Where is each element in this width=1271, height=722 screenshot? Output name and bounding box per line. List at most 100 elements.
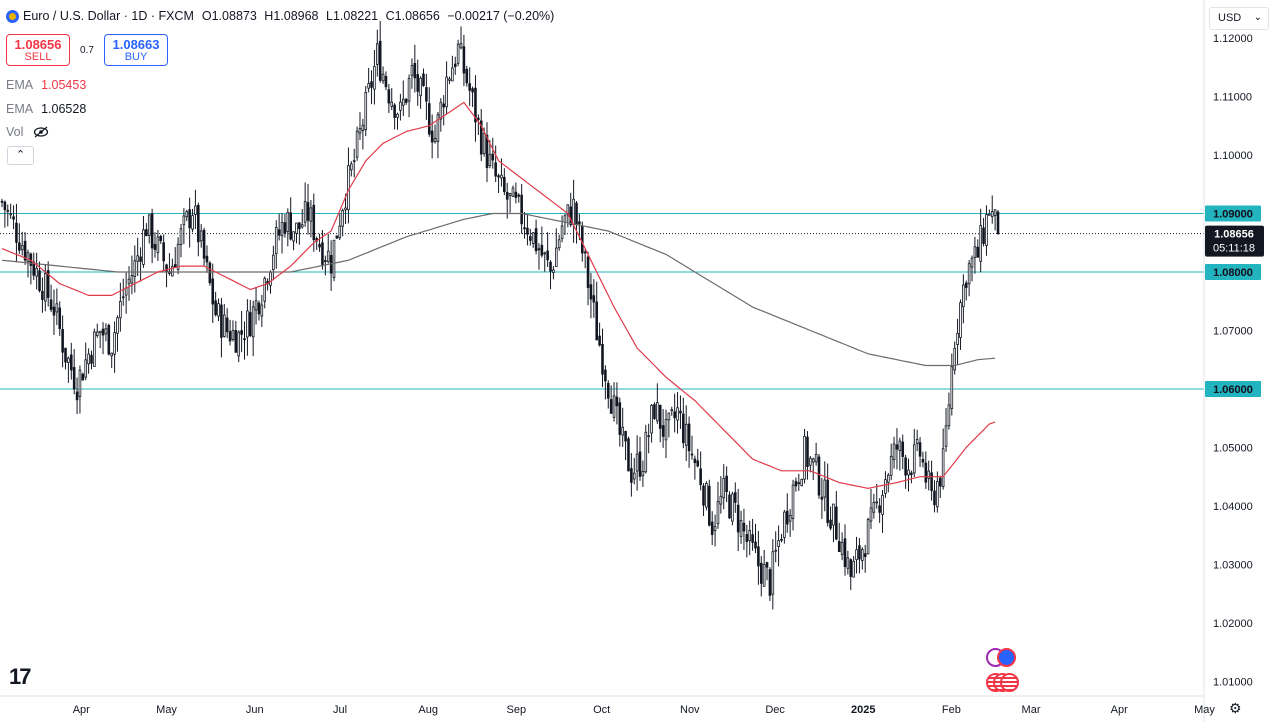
candle-up (985, 214, 988, 246)
candle-up (269, 271, 272, 286)
candle-down (693, 458, 697, 464)
candle-down (794, 481, 798, 487)
candle-down (430, 130, 434, 143)
tradingview-logo-icon[interactable]: 17 (9, 664, 32, 689)
candle-up (543, 252, 547, 255)
candle-up (722, 478, 726, 499)
candle-down (696, 460, 700, 467)
candle-down (733, 492, 737, 503)
candle-down (101, 328, 105, 336)
candle-up (176, 243, 180, 270)
candle-up (199, 230, 203, 242)
candle-up (246, 310, 249, 338)
candle-up (459, 42, 463, 49)
x-tick-label: Aug (418, 704, 438, 716)
candle-down (494, 162, 497, 177)
sell-button[interactable]: 1.08656 SELL (6, 34, 70, 66)
indicator-ema-fast[interactable]: EMA 1.05453 (6, 78, 86, 92)
candle-down (630, 468, 633, 483)
candle-up (684, 423, 688, 446)
settings-gear-icon[interactable]: ⚙ (1229, 700, 1242, 716)
candle-up (358, 128, 362, 134)
indicator-ema-slow[interactable]: EMA 1.06528 (6, 102, 86, 116)
candle-up (621, 426, 624, 436)
eu-flag-icon[interactable] (997, 648, 1016, 667)
candle-down (18, 242, 21, 251)
candle-up (762, 564, 766, 587)
candle-down (797, 482, 801, 485)
candle-down (837, 541, 841, 553)
candle-down (829, 519, 832, 529)
candle-up (44, 273, 47, 302)
candle-up (78, 369, 82, 397)
y-tick-label: 1.11000 (1213, 92, 1252, 104)
candle-down (910, 472, 913, 476)
candle-up (185, 211, 189, 218)
candle-down (745, 534, 749, 542)
buy-button[interactable]: 1.08663 BUY (104, 34, 168, 66)
candle-up (303, 201, 307, 223)
candle-down (145, 229, 148, 237)
symbol-title[interactable]: Euro / U.S. Dollar · 1D · FXCM (23, 9, 194, 23)
candle-up (251, 306, 255, 338)
indicator-volume[interactable]: Vol (6, 125, 49, 139)
candle-down (858, 545, 861, 560)
candle-down (586, 256, 590, 288)
ema-fast-line (1, 101, 996, 490)
candle-down (615, 396, 619, 407)
candle-down (604, 369, 607, 382)
candle-up (823, 479, 827, 498)
candle-up (771, 551, 775, 595)
candle-up (774, 549, 777, 552)
candle-down (162, 242, 165, 262)
candle-up (439, 101, 443, 120)
candle-up (194, 205, 197, 215)
candle-up (237, 331, 241, 357)
candle-up (20, 245, 24, 251)
candle-up (832, 503, 835, 526)
candle-up (881, 494, 884, 515)
level-price-tag (1205, 205, 1261, 222)
candle-down (933, 490, 936, 506)
ema-slow-line (1, 212, 996, 367)
candle-up (95, 331, 99, 336)
candle-down (15, 222, 18, 243)
chevron-down-icon: ⌄ (1253, 12, 1262, 23)
candle-up (500, 174, 503, 179)
currency-select[interactable]: USD ⌄ (1209, 7, 1269, 30)
eye-hidden-icon[interactable] (33, 126, 49, 138)
chevron-up-icon: ⌃ (15, 149, 26, 161)
candle-down (514, 191, 518, 198)
candle-up (641, 471, 645, 477)
candle-down (540, 244, 544, 256)
us-flag-icon[interactable] (1000, 673, 1019, 692)
candle-up (884, 479, 887, 494)
candle-up (866, 519, 870, 555)
x-tick-label: Nov (680, 704, 700, 716)
candle-up (396, 113, 399, 118)
candle-down (64, 347, 67, 363)
candle-up (889, 455, 893, 476)
candle-down (520, 194, 523, 225)
candle-up (448, 78, 451, 81)
moving-averages (1, 101, 996, 490)
candle-up (35, 267, 38, 277)
candle-down (465, 68, 469, 84)
candle-up (959, 302, 962, 338)
candle-up (555, 247, 558, 267)
candle-up (647, 435, 650, 438)
candle-up (713, 526, 717, 532)
candle-up (511, 187, 515, 197)
symbol-legend[interactable]: Euro / U.S. Dollar · 1D · FXCM O1.08873 … (6, 9, 554, 23)
candle-up (309, 207, 313, 222)
candle-down (710, 521, 714, 535)
x-tick-label: Mar (1022, 704, 1041, 716)
candle-down (569, 206, 573, 226)
candle-down (534, 228, 538, 252)
collapse-legend-button[interactable]: ⌃ (7, 146, 34, 165)
candle-up (286, 212, 290, 232)
candle-down (592, 295, 596, 303)
candle-up (6, 209, 10, 212)
candle-up (295, 222, 298, 234)
